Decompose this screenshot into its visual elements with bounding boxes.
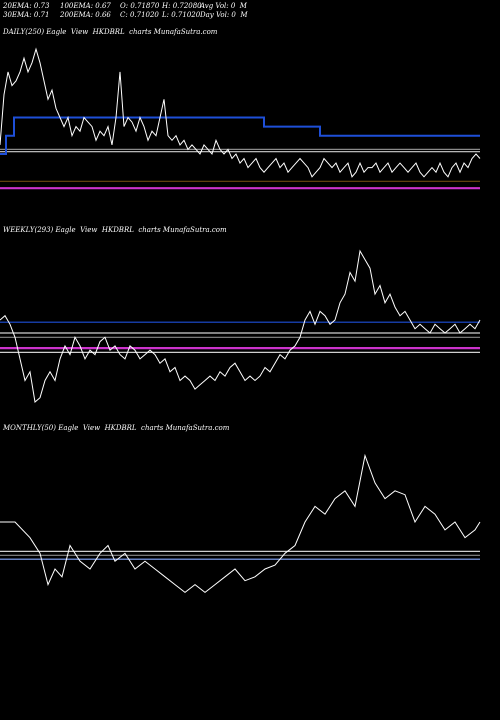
header-row2-col3: C: 0.71020 <box>120 11 159 19</box>
header-row2-col5: Day Vol: 0 M <box>200 11 248 19</box>
weekly-price-line <box>0 249 481 403</box>
daily-price-line <box>0 47 481 178</box>
monthly-chart-title: MONTHLY(50) Eagle View HKDBRL charts Mun… <box>3 424 230 432</box>
header-row2-col4: L: 0.71020 <box>162 11 201 19</box>
header-row1-col2: 100EMA: 0.67 <box>60 2 111 10</box>
weekly-chart-title: WEEKLY(293) Eagle View HKDBRL charts Mun… <box>3 226 227 234</box>
daily-ema-line <box>0 116 480 155</box>
monthly-price-line <box>0 453 481 594</box>
daily-chart-title: DAILY(250) Eagle View HKDBRL charts Muna… <box>3 28 218 36</box>
header-row1-col5: Avg Vol: 0 M <box>200 2 247 10</box>
header-row2-col2: 200EMA: 0.66 <box>60 11 111 19</box>
header-row1-col4: H: 0.72080 <box>162 2 202 10</box>
header-row1-col1: 20EMA: 0.73 <box>3 2 50 10</box>
header-row1-col3: O: 0.71870 <box>120 2 160 10</box>
header-row2-col1: 30EMA: 0.71 <box>3 11 50 19</box>
